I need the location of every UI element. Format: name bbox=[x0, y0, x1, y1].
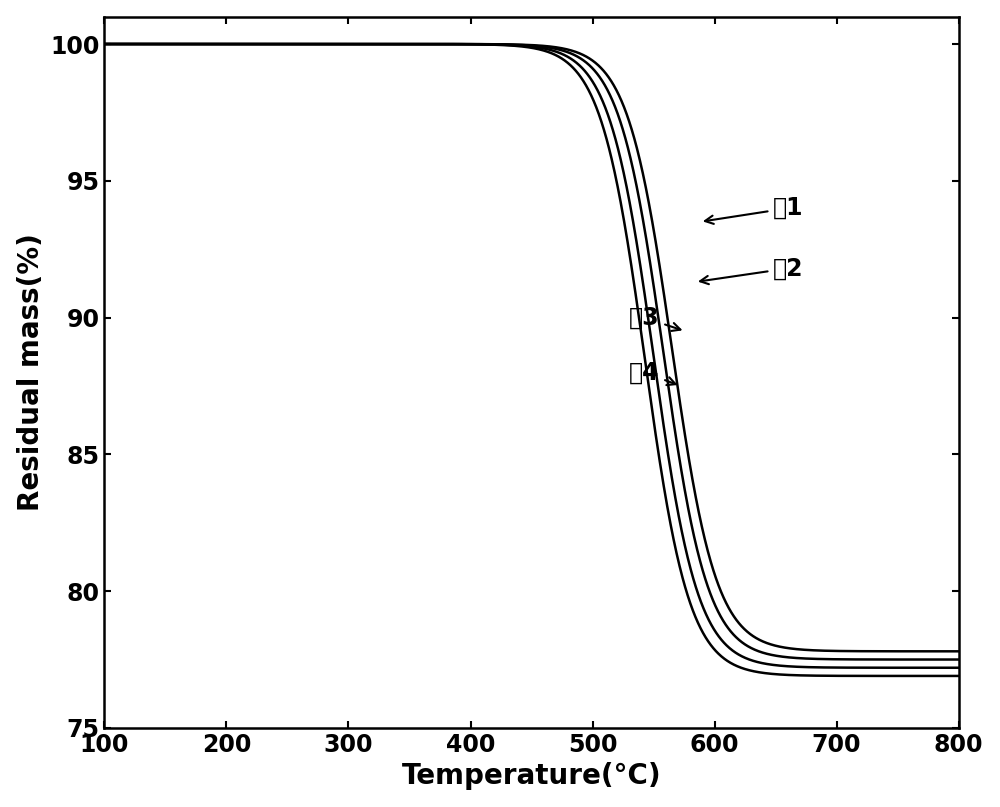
Text: 例3: 例3 bbox=[629, 306, 680, 331]
Text: 例4: 例4 bbox=[629, 360, 676, 385]
Text: 例1: 例1 bbox=[705, 196, 804, 224]
Text: 例2: 例2 bbox=[700, 257, 804, 284]
Y-axis label: Residual mass(%): Residual mass(%) bbox=[17, 233, 45, 511]
X-axis label: Temperature(°C): Temperature(°C) bbox=[402, 763, 661, 790]
